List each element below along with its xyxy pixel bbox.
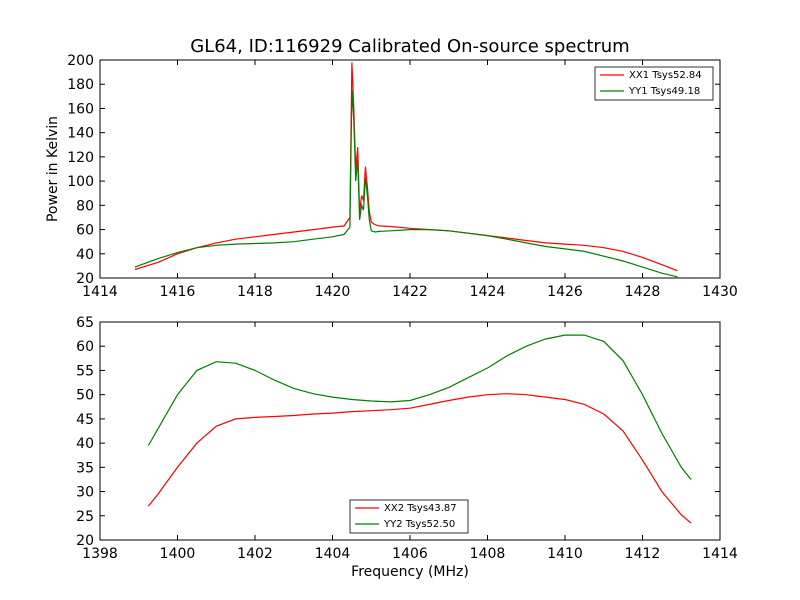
top-y-tick-label: 80 [76, 198, 94, 214]
series-line-yy1 [134, 90, 678, 278]
bottom-axis-ticks: 1398 1400 1402 1404 1406 1408 1410 1412 1414 20 25… [76, 315, 738, 562]
top-x-tick-label: 1416 [160, 284, 196, 300]
top-x-tick-label: 1424 [470, 284, 506, 300]
top-y-tick-label: 160 [67, 101, 94, 117]
top-subplot: 1414 1416 1418 1420 1422 1424 1426 1428 1430 20 40… [45, 53, 738, 300]
bottom-x-tick-label: 1412 [625, 546, 661, 562]
bottom-legend-box [349, 499, 469, 534]
bottom-x-tick-label: 1402 [237, 546, 273, 562]
legend-label-yy1: YY1 Tsys49.18 [628, 86, 700, 97]
top-x-tick-label: 1430 [702, 284, 738, 300]
bottom-y-tick-label: 65 [76, 315, 94, 331]
bottom-x-tick-label: 1414 [702, 546, 738, 562]
bottom-x-tick-label: 1408 [470, 546, 506, 562]
top-x-tick-label: 1426 [547, 284, 583, 300]
bottom-y-tick-label: 55 [76, 363, 94, 379]
bottom-y-tick-label: 30 [76, 485, 94, 501]
bottom-x-tick-label: 1410 [547, 546, 583, 562]
bottom-x-tick-label: 1404 [315, 546, 351, 562]
bottom-y-tick-label: 50 [76, 388, 94, 404]
top-x-tick-label: 1422 [392, 284, 428, 300]
top-x-tick-label: 1414 [82, 284, 118, 300]
top-y-tick-label: 100 [67, 174, 94, 190]
legend-label-xx2: XX2 Tsys43.87 [384, 503, 457, 514]
top-y-tick-label: 180 [67, 77, 94, 93]
top-series-lines [134, 62, 678, 278]
bottom-y-tick-label: 60 [76, 339, 94, 355]
top-x-tick-label: 1418 [237, 284, 273, 300]
bottom-y-tick-label: 45 [76, 412, 94, 428]
series-line-xx1 [134, 62, 678, 272]
legend-label-xx1: XX1 Tsys52.84 [629, 70, 702, 81]
top-y-tick-label: 40 [76, 247, 94, 263]
top-y-tick-label: 140 [67, 126, 94, 142]
bottom-x-tick-label: 1398 [82, 546, 118, 562]
top-legend-box [594, 66, 714, 101]
top-y-tick-label: 20 [76, 271, 94, 287]
bottom-legend: XX2 Tsys43.87 YY2 Tsys52.50 [349, 499, 469, 534]
top-y-tick-label: 120 [67, 150, 94, 166]
top-legend: XX1 Tsys52.84 YY1 Tsys49.18 [594, 66, 714, 101]
bottom-y-tick-label: 25 [76, 509, 94, 525]
bottom-y-tick-label: 40 [76, 436, 94, 452]
top-x-tick-label: 1420 [315, 284, 351, 300]
series-line-yy2 [147, 334, 692, 480]
bottom-x-tick-label: 1406 [392, 546, 428, 562]
legend-label-yy2: YY2 Tsys52.50 [383, 519, 455, 530]
chart-title: GL64, ID:116929 Calibrated On-source spe… [190, 36, 629, 57]
top-x-tick-label: 1428 [625, 284, 661, 300]
bottom-series-lines [147, 334, 692, 524]
bottom-y-tick-label: 20 [76, 533, 94, 549]
top-y-axis-label: Power in Kelvin [45, 116, 61, 222]
bottom-x-tick-label: 1400 [160, 546, 196, 562]
top-axis-ticks: 1414 1416 1418 1420 1422 1424 1426 1428 1430 20 40… [67, 53, 738, 300]
series-line-xx2 [147, 393, 692, 524]
bottom-subplot: 1398 1400 1402 1404 1406 1408 1410 1412 1414 20 25… [76, 315, 738, 580]
bottom-y-tick-label: 35 [76, 460, 94, 476]
bottom-x-axis-label: Frequency (MHz) [351, 564, 469, 580]
top-y-tick-label: 60 [76, 223, 94, 239]
top-y-tick-label: 200 [67, 53, 94, 69]
